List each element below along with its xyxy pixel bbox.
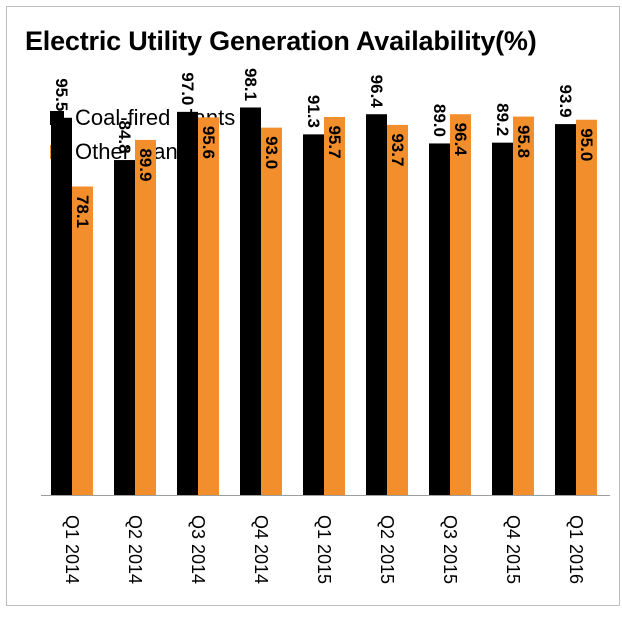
value-label-other-3: 95.6	[199, 126, 218, 159]
value-label-coal-6: 96.4	[367, 75, 386, 109]
value-label-other-9: 95.0	[577, 128, 596, 161]
bar-other-6	[387, 124, 408, 495]
value-label-coal-1: 95.5	[52, 78, 71, 111]
value-label-other-4: 93.0	[262, 136, 281, 169]
bar-coal-1	[51, 117, 72, 496]
value-label-coal-8: 89.2	[493, 103, 512, 136]
bar-coal-6	[366, 114, 387, 495]
legend-label-other: Other plants	[75, 139, 195, 164]
bar-other-8	[513, 116, 534, 495]
value-label-coal-5: 91.3	[304, 95, 323, 128]
x-tick-label-8: Q4 2015	[503, 515, 523, 584]
x-tick-label-2: Q2 2014	[125, 515, 145, 584]
x-tick-label-1: Q1 2014	[62, 515, 82, 584]
value-label-coal-7: 89.0	[430, 104, 449, 137]
bar-other-7	[450, 114, 471, 495]
bar-other-9	[576, 119, 597, 495]
value-label-other-5: 95.7	[325, 125, 344, 158]
bar-other-3	[198, 117, 219, 495]
value-label-coal-2: 84.8	[115, 120, 134, 153]
x-tick-label-5: Q1 2015	[314, 515, 334, 584]
x-tick-label-6: Q2 2015	[377, 515, 397, 584]
bar-coal-8	[492, 142, 513, 495]
bar-coal-3	[177, 111, 198, 495]
bar-coal-7	[429, 143, 450, 495]
x-tick-label-4: Q4 2014	[251, 515, 271, 584]
x-tick-label-7: Q3 2015	[440, 515, 460, 584]
value-label-other-1: 78.1	[73, 195, 92, 228]
x-tick-label-9: Q1 2016	[566, 515, 586, 584]
value-label-coal-4: 98.1	[241, 68, 260, 101]
bar-coal-4	[240, 107, 261, 495]
bar-other-4	[261, 127, 282, 496]
bar-coal-5	[303, 134, 324, 496]
value-label-coal-9: 93.9	[556, 85, 575, 118]
value-label-other-2: 89.9	[136, 148, 155, 181]
bar-other-2	[135, 139, 156, 495]
bar-other-1	[72, 186, 93, 495]
value-label-other-8: 95.8	[514, 125, 533, 158]
x-tick-label-3: Q3 2014	[188, 515, 208, 584]
bar-coal-2	[114, 160, 135, 496]
chart-title: Electric Utility Generation Availability…	[25, 26, 537, 56]
value-label-other-7: 96.4	[451, 123, 470, 157]
value-label-coal-3: 97.0	[178, 72, 197, 105]
bar-coal-9	[555, 124, 576, 495]
bar-other-5	[324, 116, 345, 496]
value-label-other-6: 93.7	[388, 133, 407, 166]
